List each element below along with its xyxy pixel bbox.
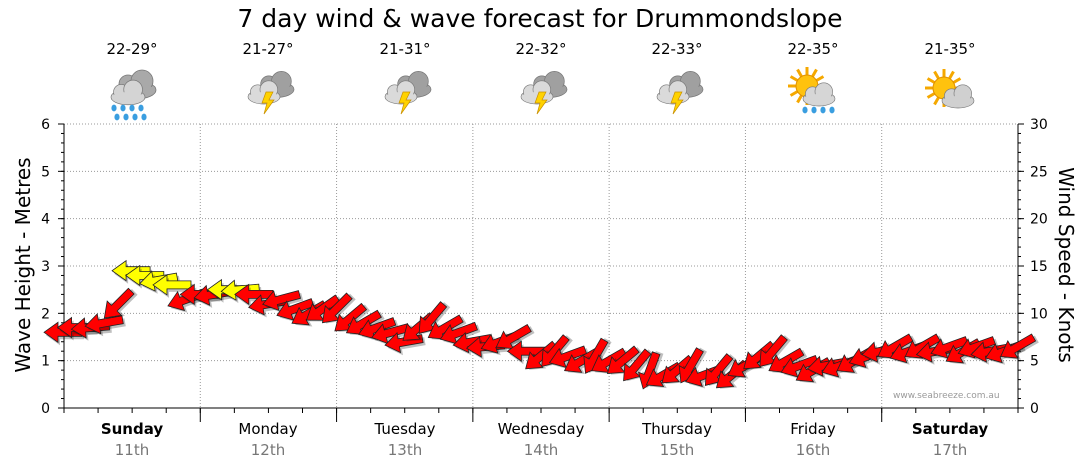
partly-cloudy-icon [925,69,975,109]
wind-arrow-shape [276,298,315,321]
y2-tick-label: 5 [1030,354,1039,370]
day-label: Monday 12th [200,420,336,459]
wind-arrow [84,313,126,337]
day-name: Tuesday [374,420,436,438]
temperature-range: 21-35° [924,40,976,58]
day-name: Saturday [911,420,989,438]
y2-tick-label: 15 [1030,259,1048,275]
y-tick-label: 3 [41,259,50,275]
thunderstorm-icon [247,71,295,115]
day-date: 14th [523,441,559,459]
thunderstorm-icon [656,71,704,115]
wind-arrows [43,259,1039,390]
temperature-range: 22-33° [651,40,703,58]
y2-tick-label: 10 [1030,306,1048,322]
day-forecast: 22-33° [609,40,745,124]
day-date: 16th [795,441,831,459]
thunderstorm-icon [384,71,432,115]
rain-cloud-icon [110,69,157,121]
day-name: Friday [790,420,836,438]
day-name: Wednesday [497,420,585,438]
y-tick-label: 5 [41,164,50,180]
y2-tick-label: 0 [1030,401,1039,417]
day-date: 13th [387,441,423,459]
y-tick-label: 0 [41,401,50,417]
wind-arrow-shape [1000,333,1037,359]
y-tick-label: 2 [41,306,50,322]
wind-arrow [371,323,413,346]
day-label: Tuesday 13th [337,420,473,459]
temperature-range: 22-29° [106,40,158,58]
wind-arrow [439,321,481,346]
day-label: Thursday 15th [609,420,745,459]
y-axis-label-left: Wave Height - Metres [11,157,35,373]
axes: 0 01 52 103 154 205 256 30 [41,117,1048,422]
day-name: Monday [238,420,298,438]
credit-text: www.seabreeze.com.au [893,391,1000,401]
wind-arrow-shape [152,274,192,296]
wind-arrow [103,287,138,319]
y-tick-label: 6 [41,117,50,133]
day-forecast: 22-29° [64,40,200,124]
wind-arrow-shape [548,345,588,368]
wind-arrow-shape [111,259,151,282]
day-date: 17th [932,441,968,459]
wind-arrow [1000,333,1039,360]
day-forecast: 22-32° [473,40,609,124]
grid [64,123,1018,408]
day-date: 12th [250,441,286,459]
y-tick-label: 1 [41,354,50,370]
wind-arrow-shape [103,287,135,319]
day-name: Thursday [642,420,712,438]
y2-tick-label: 20 [1030,212,1048,228]
day-date: 11th [114,441,150,459]
day-date: 15th [659,441,695,459]
temperature-range: 22-32° [515,40,567,58]
y2-tick-label: 25 [1030,164,1048,180]
wind-arrow-shape [957,336,996,359]
wind-arrow [262,290,304,313]
thunderstorm-icon [520,71,568,115]
temperature-range: 21-27° [242,40,294,58]
day-label: Wednesday 14th [473,420,609,459]
wind-arrow-shape [84,313,124,335]
sun-showers-icon [788,67,836,114]
y2-tick-label: 30 [1030,117,1048,133]
y-axis-label-right: Wind Speed - Knots [1054,167,1078,363]
temperature-range: 22-35° [787,40,839,58]
day-name: Sunday [100,420,164,438]
y-tick-label: 4 [41,212,50,228]
temperature-range: 21-31° [379,40,431,58]
wind-arrow-shape [262,290,302,311]
day-forecast: 21-31° [337,40,473,124]
wind-arrow [152,274,193,298]
day-label: Sunday 11th [64,420,200,459]
day-forecast: 21-27° [200,40,336,124]
day-label: Saturday 17th [882,420,1018,459]
day-label: Friday 16th [745,420,881,459]
day-forecast: 21-35° [882,40,1018,124]
chart-title: 7 day wind & wave forecast for Drummonds… [237,4,843,33]
day-forecast: 22-35° [745,40,881,124]
